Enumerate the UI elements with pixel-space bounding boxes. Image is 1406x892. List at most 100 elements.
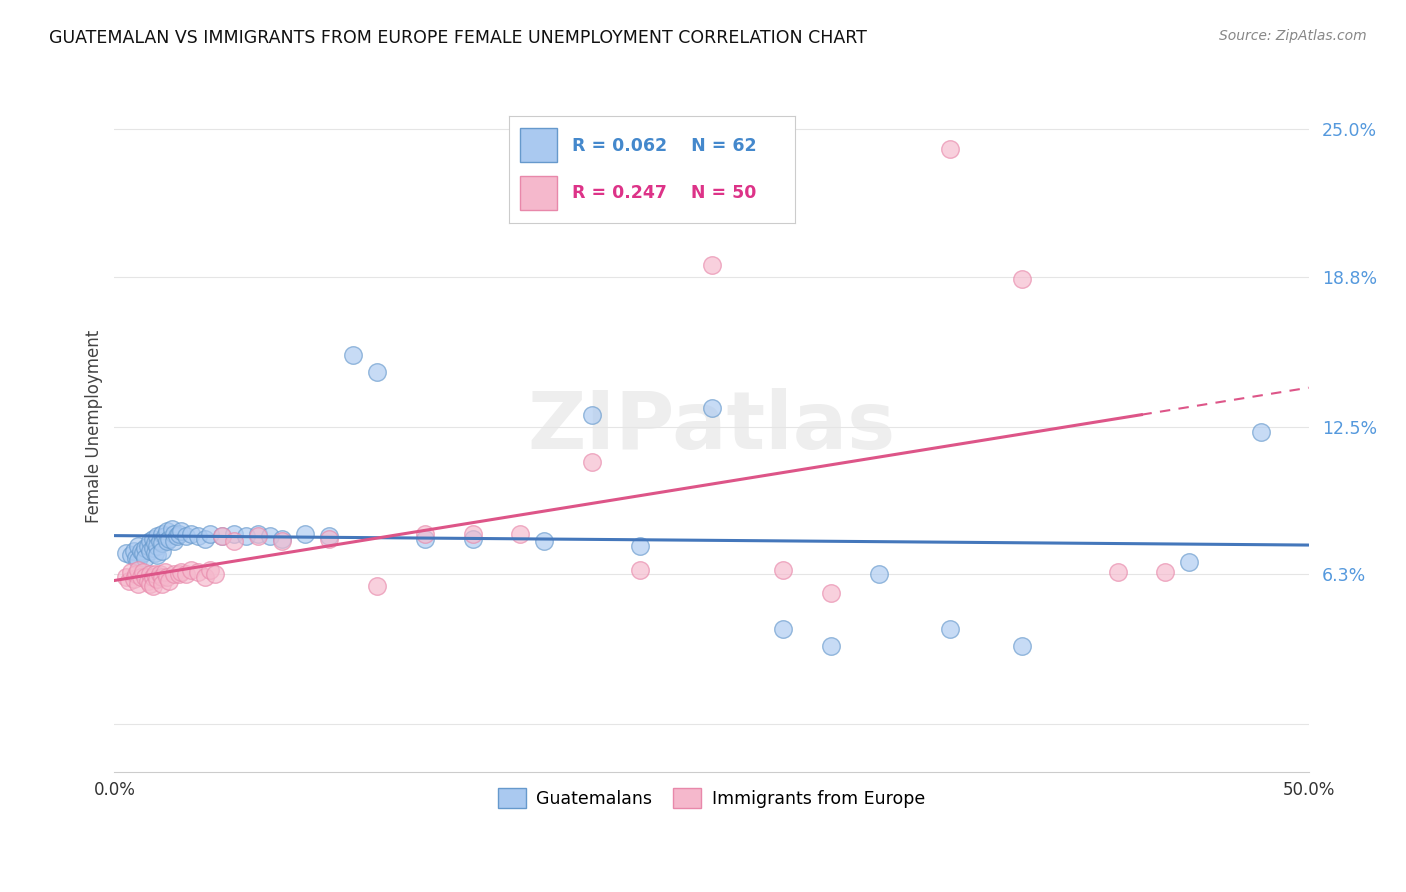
Point [134, 569, 156, 583]
Point [700, 258, 723, 272]
Point [235, 529, 257, 543]
Point [270, 532, 292, 546]
Point [142, 579, 165, 593]
Point [160, 522, 183, 536]
Point [211, 529, 233, 543]
Point [134, 541, 156, 555]
Point [132, 546, 155, 560]
Point [120, 548, 142, 562]
Point [134, 550, 156, 565]
Point [1011, 272, 1033, 286]
Point [127, 553, 149, 567]
Point [122, 543, 145, 558]
Point [939, 622, 962, 636]
Point [136, 574, 159, 589]
Point [149, 567, 172, 582]
Point [628, 539, 651, 553]
Point [142, 569, 165, 583]
Point [146, 548, 169, 562]
Point [120, 565, 142, 579]
Point [170, 524, 193, 539]
Point [157, 574, 180, 589]
Point [939, 141, 962, 155]
Point [150, 576, 173, 591]
Point [127, 539, 149, 553]
Point [366, 579, 388, 593]
Point [820, 586, 842, 600]
Point [146, 539, 169, 553]
Point [143, 546, 166, 560]
Point [163, 567, 186, 582]
Point [156, 524, 179, 539]
Point [125, 567, 148, 582]
Text: ZIPatlas: ZIPatlas [527, 388, 896, 466]
Point [127, 576, 149, 591]
Point [129, 569, 152, 583]
Point [142, 532, 165, 546]
Point [153, 565, 176, 579]
Point [163, 533, 186, 548]
Point [222, 526, 245, 541]
Point [125, 550, 148, 565]
Point [1178, 555, 1201, 569]
Point [246, 529, 269, 543]
Point [194, 569, 217, 583]
Point [628, 562, 651, 576]
Point [156, 533, 179, 548]
Point [772, 562, 794, 576]
Point [150, 526, 173, 541]
Point [136, 539, 159, 553]
Point [1107, 565, 1129, 579]
Point [294, 526, 316, 541]
Text: GUATEMALAN VS IMMIGRANTS FROM EUROPE FEMALE UNEMPLOYMENT CORRELATION CHART: GUATEMALAN VS IMMIGRANTS FROM EUROPE FEM… [49, 29, 868, 46]
Point [150, 536, 173, 550]
Point [146, 529, 169, 543]
Point [143, 536, 166, 550]
Point [129, 543, 152, 558]
Point [1250, 425, 1272, 439]
Point [180, 526, 202, 541]
Point [211, 529, 233, 543]
Point [132, 565, 155, 579]
Point [222, 533, 245, 548]
Point [318, 532, 340, 546]
Point [700, 401, 723, 415]
Point [115, 546, 138, 560]
Point [270, 533, 292, 548]
Point [142, 541, 165, 555]
Point [153, 529, 176, 543]
Point [509, 526, 531, 541]
Point [318, 529, 340, 543]
Point [180, 562, 202, 576]
Legend: Guatemalans, Immigrants from Europe: Guatemalans, Immigrants from Europe [491, 780, 932, 814]
Y-axis label: Female Unemployment: Female Unemployment [86, 330, 103, 524]
Point [198, 526, 221, 541]
Point [461, 532, 484, 546]
Point [198, 562, 221, 576]
Point [868, 567, 890, 582]
Point [115, 569, 138, 583]
Point [118, 574, 141, 589]
Point [342, 348, 364, 362]
Point [139, 533, 162, 548]
Point [167, 567, 190, 582]
Point [150, 569, 173, 583]
Point [187, 529, 209, 543]
Point [174, 529, 197, 543]
Point [820, 639, 842, 653]
Point [156, 569, 179, 583]
Point [167, 526, 190, 541]
Point [166, 529, 188, 543]
Point [127, 562, 149, 576]
Point [413, 532, 436, 546]
Point [772, 622, 794, 636]
Point [581, 455, 603, 469]
Point [174, 567, 197, 582]
Point [157, 532, 180, 546]
Point [1154, 565, 1177, 579]
Point [163, 526, 186, 541]
Point [149, 533, 172, 548]
Point [139, 543, 162, 558]
Point [1011, 639, 1033, 653]
Point [581, 408, 603, 422]
